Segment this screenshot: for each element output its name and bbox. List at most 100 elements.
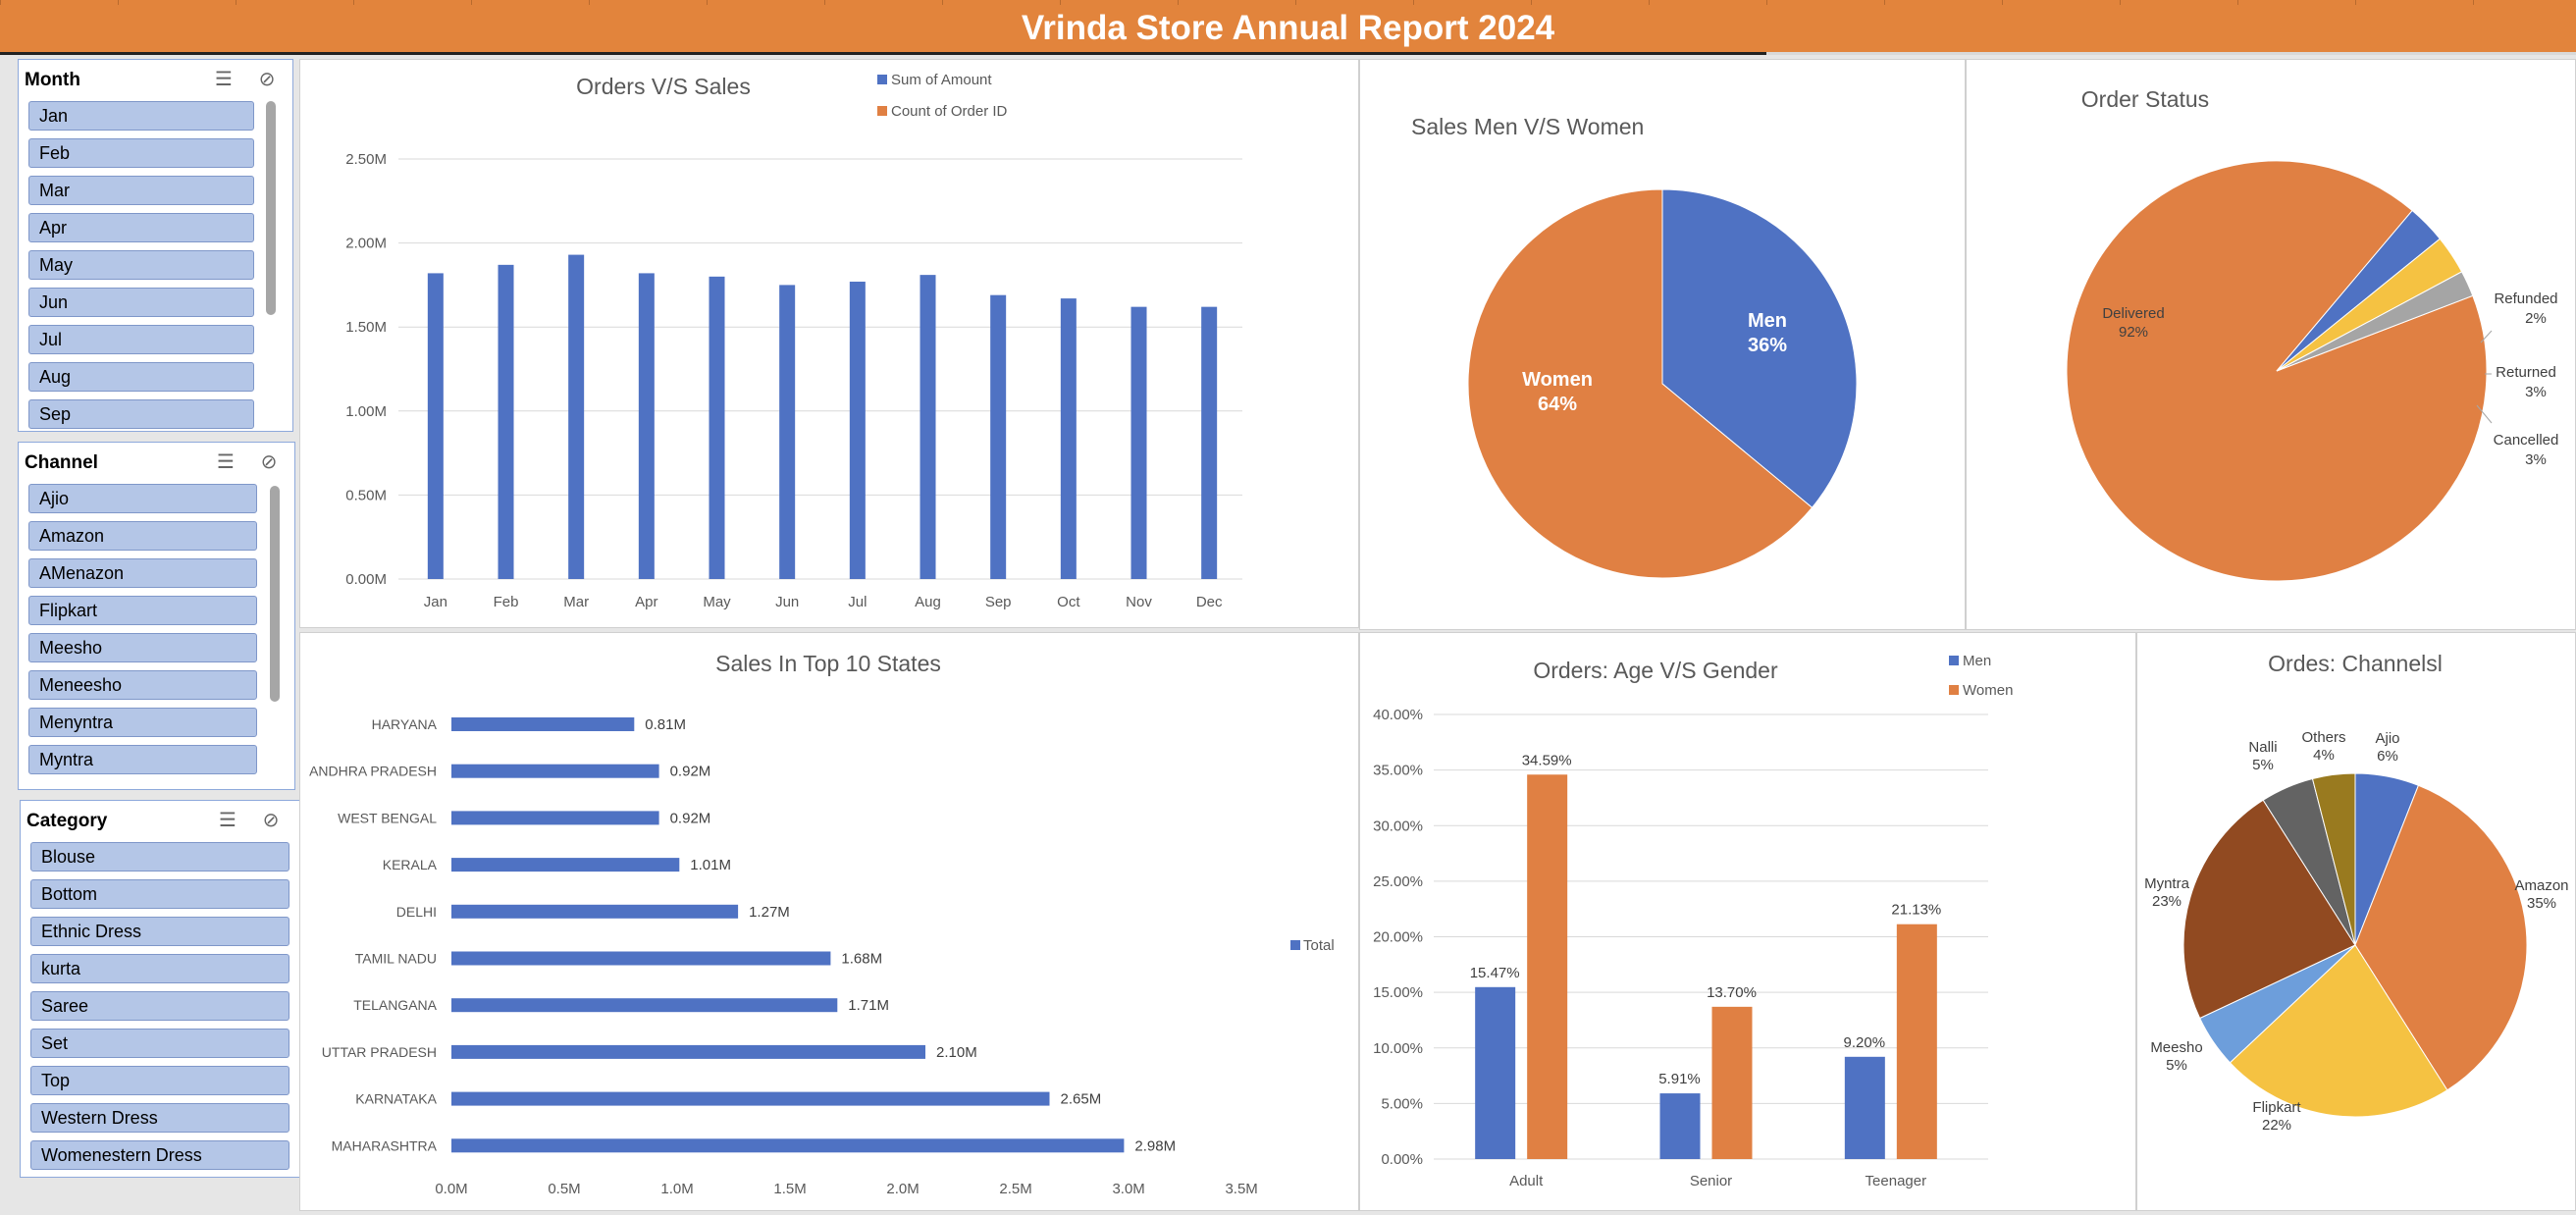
x-tick-label: Mar (563, 594, 589, 610)
channel-item[interactable]: Meesho (28, 633, 257, 662)
pie-value-label: 5% (2166, 1057, 2187, 1074)
category-item[interactable]: Womenestern Dress (30, 1140, 289, 1170)
channel-item[interactable]: Meneesho (28, 670, 257, 700)
banner-tick (707, 0, 708, 5)
channel-item[interactable]: AMenazon (28, 558, 257, 588)
category-item[interactable]: Top (30, 1066, 289, 1095)
bar (451, 717, 635, 731)
bar (498, 264, 514, 579)
x-tick-label: Apr (635, 594, 657, 610)
x-tick-label: Senior (1690, 1173, 1732, 1189)
y-tick-label: KARNATAKA (355, 1091, 437, 1107)
month-item[interactable]: Sep (28, 399, 254, 429)
bar (451, 951, 831, 966)
age-gender-panel: Orders: Age V/S Gender Men Women 0.00% 5.00%… (1359, 632, 2136, 1211)
y-tick-label: TELANGANA (353, 997, 437, 1013)
bar (451, 1091, 1050, 1106)
y-tick-label: KERALA (383, 857, 438, 872)
banner-underline-gray (1766, 52, 2576, 55)
multi-select-icon[interactable]: ☰ (217, 451, 235, 473)
pie-slice-refunded (2276, 271, 2474, 372)
y-tick-label: 1.00M (345, 403, 387, 420)
category-item[interactable]: kurta (30, 954, 289, 983)
y-tick-label: 20.00% (1373, 929, 1423, 946)
clear-filter-icon[interactable]: ⊘ (260, 451, 278, 473)
category-item[interactable]: Ethnic Dress (30, 917, 289, 946)
month-item[interactable]: May (28, 250, 254, 280)
category-item[interactable]: Set (30, 1029, 289, 1058)
channel-item[interactable]: Myntra (28, 745, 257, 774)
pie-value-label: 36% (1748, 335, 1787, 356)
channel-item[interactable]: Amazon (28, 521, 257, 551)
month-item[interactable]: Feb (28, 138, 254, 168)
month-slicer-header: Month ☰ ⊘ (19, 60, 292, 99)
data-label: 1.27M (749, 904, 790, 921)
banner-tick (1531, 0, 1532, 5)
pie-value-label: 64% (1538, 394, 1577, 415)
pie-label: Men (1748, 310, 1787, 332)
age-gender-chart: Orders: Age V/S Gender Men Women 0.00% 5.00%… (1373, 653, 2013, 1189)
banner-tick (2120, 0, 2121, 5)
x-tick-label: Sep (985, 594, 1012, 610)
month-item[interactable]: Apr (28, 213, 254, 242)
category-slicer-title: Category (26, 811, 108, 831)
month-item[interactable]: Jan (28, 101, 254, 131)
clear-filter-icon[interactable]: ⊘ (262, 810, 280, 831)
bar (1844, 1056, 1885, 1159)
x-tick-label: 0.5M (548, 1181, 580, 1197)
x-tick-label: Nov (1126, 594, 1152, 610)
category-item[interactable]: Saree (30, 991, 289, 1021)
report-title: Vrinda Store Annual Report 2024 (1021, 9, 1555, 47)
bar (451, 1138, 1125, 1153)
multi-select-icon[interactable]: ☰ (219, 810, 237, 831)
month-item[interactable]: Jun (28, 288, 254, 317)
multi-select-icon[interactable]: ☰ (215, 69, 233, 90)
banner-tick (1884, 0, 1885, 5)
pie-label: Meesho (2150, 1039, 2202, 1056)
month-slicer-scrollbar[interactable] (266, 101, 276, 315)
y-tick-label: 10.00% (1373, 1040, 1423, 1057)
chart-title: Sales Men V/S Women (1411, 114, 1644, 139)
legend-label: Count of Order ID (891, 103, 1008, 120)
channel-slicer-scrollbar[interactable] (270, 486, 280, 702)
bar (849, 281, 866, 579)
pie-value-label: 3% (2525, 451, 2547, 468)
pie-value-label: 5% (2252, 757, 2274, 773)
category-slicer-items: Blouse Bottom Ethnic Dress kurta Saree Set Top… (21, 840, 299, 1177)
month-item[interactable]: Jul (28, 325, 254, 354)
chart-title: Sales In Top 10 States (715, 651, 941, 676)
y-tick-label: 2.50M (345, 151, 387, 168)
clear-filter-icon[interactable]: ⊘ (258, 69, 276, 90)
channels-chart: Ordes: ChannelslAjio6%Amazon35%Flipkart2… (2144, 651, 2568, 1134)
legend-swatch (877, 106, 887, 116)
banner-tick (2002, 0, 2003, 5)
pie-value-label: 35% (2527, 895, 2556, 912)
legend-label: Men (1963, 653, 1991, 669)
month-item[interactable]: Aug (28, 362, 254, 392)
order-status-panel: Order Status Delivered 92% Refunded 2% Return… (1966, 59, 2576, 630)
y-tick-label: DELHI (396, 904, 437, 920)
y-tick-label: 40.00% (1373, 707, 1423, 723)
channel-slicer-header: Channel ☰ ⊘ (19, 443, 294, 482)
channel-slicer-title: Channel (25, 452, 98, 473)
month-item[interactable]: Mar (28, 176, 254, 205)
data-label: 21.13% (1891, 902, 1941, 919)
pie-slice-women (1467, 188, 1814, 579)
bar (427, 273, 444, 579)
channel-item[interactable]: Flipkart (28, 596, 257, 625)
category-item[interactable]: Western Dress (30, 1103, 289, 1133)
y-tick-label: MAHARASHTRA (332, 1137, 438, 1153)
pie-value-label: 23% (2152, 893, 2182, 910)
y-tick-label: 15.00% (1373, 984, 1423, 1001)
category-item[interactable]: Blouse (30, 842, 289, 872)
x-tick-label: Teenager (1866, 1173, 1927, 1189)
category-item[interactable]: Bottom (30, 879, 289, 909)
chart-title: Orders: Age V/S Gender (1533, 658, 1778, 683)
banner-tick (236, 0, 237, 5)
channel-item[interactable]: Ajio (28, 484, 257, 513)
bar (1711, 1006, 1753, 1159)
pie-label: Delivered (2102, 305, 2164, 322)
banner-tick (2355, 0, 2356, 5)
orders-vs-sales-panel: Orders V/S Sales Sum of Amount Count of Or… (299, 59, 1359, 628)
channel-item[interactable]: Menyntra (28, 708, 257, 737)
